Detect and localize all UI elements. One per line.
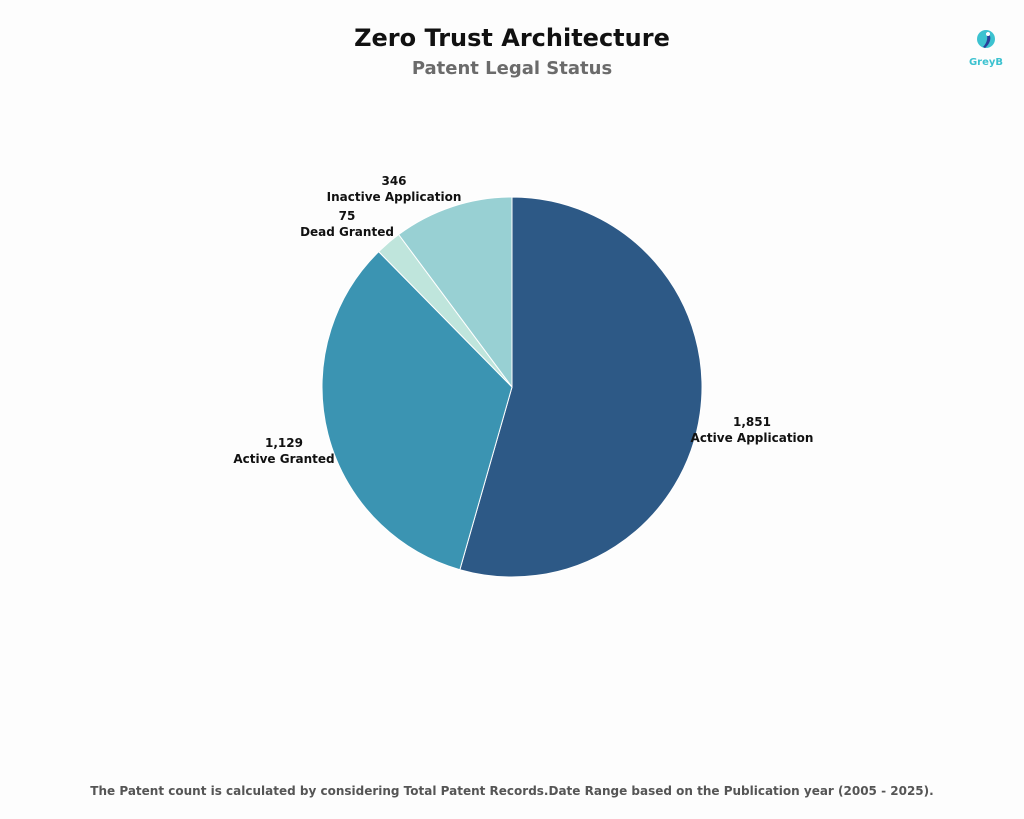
footer-note: The Patent count is calculated by consid… [0, 784, 1024, 798]
data-label-category: Dead Granted [300, 225, 394, 239]
data-label-category: Active Granted [233, 452, 334, 466]
data-label-category: Active Application [691, 431, 814, 445]
data-label-value: 346 [381, 174, 406, 188]
data-label-value: 1,129 [265, 436, 303, 450]
data-label-value: 75 [339, 209, 356, 223]
data-label-value: 1,851 [733, 415, 771, 429]
data-label-category: Inactive Application [327, 190, 462, 204]
